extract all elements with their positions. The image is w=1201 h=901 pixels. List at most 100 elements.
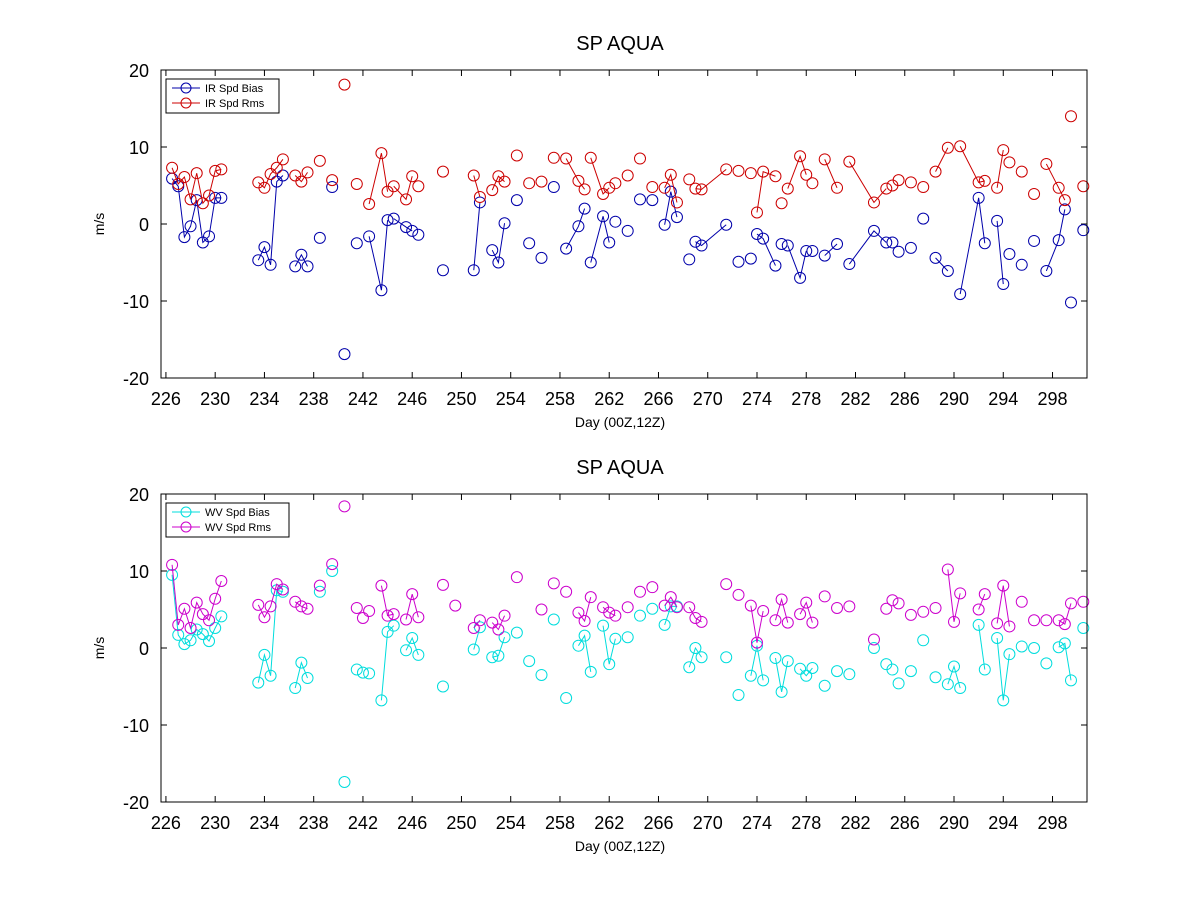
wv-spd-bias-point [572, 639, 585, 652]
ir-spd-bias-point [203, 230, 216, 243]
wv-spd-rms-point [621, 601, 634, 614]
x-tick-label: 238 [299, 813, 329, 833]
x-tick-label: 286 [890, 389, 920, 409]
ir-spd-rms-point [196, 197, 209, 210]
wv-spd-bias-point [209, 621, 222, 634]
wv-spd-bias-line [799, 667, 813, 677]
ir-spd-rms-point [473, 191, 486, 204]
ir-spd-bias-line [473, 202, 481, 271]
wv-spd-bias-line [688, 646, 702, 668]
chart-title: SP AQUA [576, 457, 664, 479]
wv-spd-bias-point [917, 634, 930, 647]
wv-spd-bias-point [634, 609, 647, 622]
wv-spd-rms-point [775, 593, 788, 606]
wv-spd-bias-line [578, 634, 592, 672]
wv-spd-bias-point [1015, 640, 1028, 653]
x-tick-label: 226 [151, 389, 181, 409]
ir-spd-bias-point [806, 244, 819, 257]
ir-spd-rms-line [787, 154, 807, 189]
ir-spd-rms-point [209, 164, 222, 177]
wv-spd-rms-line [380, 585, 394, 617]
wv-spd-rms-point [991, 617, 1004, 630]
wv-spd-rms-point [535, 603, 548, 616]
wv-spd-bias-point [867, 642, 880, 654]
ir-spd-bias-point [1077, 224, 1090, 237]
wv-spd-bias-point [695, 651, 708, 664]
ir-spd-bias-line [824, 243, 838, 256]
ir-spd-bias-point [578, 202, 591, 215]
ir-spd-bias-point [818, 249, 831, 262]
wv-spd-bias-point [744, 669, 757, 682]
wv-spd-rms-point [948, 615, 961, 628]
ir-spd-bias-point [689, 235, 702, 248]
ir-spd-bias-line [393, 218, 413, 232]
ir-spd-bias-point [646, 194, 659, 207]
ir-spd-bias-line [664, 191, 678, 225]
ir-spd-bias-point [498, 217, 511, 230]
wv-spd-rms-point [252, 598, 265, 611]
wv-spd-bias-point [178, 638, 191, 651]
ir-spd-bias-line [171, 178, 222, 244]
wv-spd-bias-point [523, 655, 536, 668]
ir-spd-bias-point [1003, 248, 1016, 261]
ir-spd-bias-point [1052, 234, 1065, 247]
ir-spd-rms-point [1028, 187, 1041, 200]
legend-label-ir-bias: IR Spd Bias [205, 83, 264, 95]
wv-spd-rms-point [941, 563, 954, 576]
ir-spd-bias-point [387, 212, 400, 225]
x-tick-label: 278 [791, 389, 821, 409]
x-tick-label: 234 [249, 389, 279, 409]
wv-spd-bias-line [996, 637, 1010, 701]
x-tick-label: 258 [545, 813, 575, 833]
ir-spd-bias-point [215, 191, 228, 204]
y-tick-label: 20 [129, 485, 149, 505]
ir-spd-rms-point [387, 180, 400, 193]
x-tick-label: 298 [1037, 813, 1067, 833]
ir-spd-bias-point [800, 244, 813, 257]
ir-spd-rms-point [978, 174, 991, 187]
wv-spd-rms-point [492, 623, 505, 636]
wv-spd-bias-point [948, 660, 961, 673]
x-tick-label: 246 [397, 389, 427, 409]
legend-label-wv-rms: WV Spd Rms [205, 522, 272, 534]
wv-spd-bias-point [1003, 648, 1016, 661]
wv-spd-rms-line [774, 597, 789, 623]
wv-spd-bias-point [375, 694, 388, 707]
ir-spd-bias-point [375, 284, 388, 297]
ir-spd-rms-point [806, 177, 819, 190]
wv-spd-rms-point [670, 601, 683, 614]
x-tick-label: 238 [299, 389, 329, 409]
wv-spd-rms-point [1064, 597, 1077, 610]
wv-spd-rms-point [276, 583, 289, 596]
ir-spd-bias-point [276, 169, 289, 182]
wv-spd-rms-point [289, 595, 302, 608]
wv-spd-bias-point [831, 665, 844, 678]
wv-spd-bias-line [171, 574, 222, 645]
wv-spd-bias-line [664, 605, 677, 626]
y-tick-label: 10 [129, 138, 149, 158]
wv-spd-rms-point [609, 609, 622, 622]
ir-spd-bias-line [368, 220, 389, 291]
ir-spd-bias-point [997, 278, 1010, 291]
wv-spd-rms-point [313, 579, 326, 592]
wv-spd-rms-point [732, 588, 745, 601]
ir-spd-bias-point [196, 236, 209, 249]
wv-spd-rms-point [400, 613, 413, 626]
x-tick-label: 266 [643, 813, 673, 833]
wv-spd-bias-point [498, 631, 511, 644]
wv-spd-bias-point [1028, 642, 1041, 654]
ir-spd-bias-point [184, 220, 197, 233]
wv-spd-bias-point [400, 644, 413, 657]
ir-spd-rms-point [1058, 194, 1071, 207]
ir-spd-rms-point [1052, 181, 1065, 194]
ir-spd-rms-point [972, 176, 985, 189]
x-tick-label: 254 [496, 813, 526, 833]
wv-spd-bias-point [997, 694, 1010, 707]
ir-spd-rms-point [867, 196, 880, 209]
ir-spd-rms-point [313, 154, 326, 167]
wv-spd-bias-point [720, 651, 733, 664]
wv-spd-rms-line [405, 593, 419, 620]
wv-spd-rms-line [578, 597, 592, 623]
